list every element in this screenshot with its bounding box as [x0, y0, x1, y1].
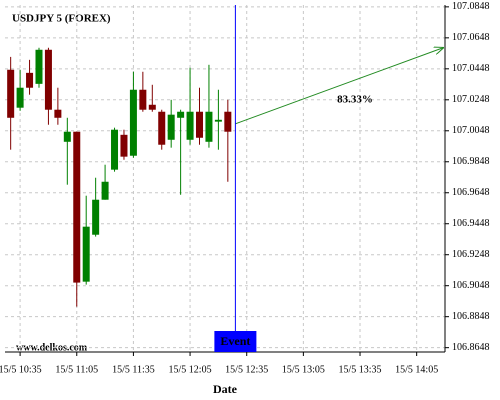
- watermark: www.delkos.com: [16, 342, 88, 353]
- x-tick-label: 15/5 11:35: [112, 364, 155, 375]
- y-tick-label: 106.9648: [452, 187, 490, 198]
- x-tick-label: 15/5 14:05: [395, 364, 438, 375]
- candle-body: [44, 49, 52, 110]
- candle-body: [120, 134, 128, 157]
- candle-body: [82, 226, 90, 282]
- y-tick-label: 106.9848: [452, 156, 490, 167]
- candle-body: [196, 111, 204, 138]
- candle-body: [224, 111, 232, 132]
- event-box: [214, 331, 257, 352]
- candle-body: [167, 114, 175, 140]
- candle-body: [186, 111, 194, 140]
- y-tick-label: 106.9448: [452, 218, 490, 229]
- y-tick-label: 107.0048: [452, 125, 490, 136]
- candle-body: [205, 111, 213, 142]
- candle-body: [148, 104, 156, 110]
- event-label: Event: [220, 334, 250, 348]
- forecast-arrow: [235, 48, 443, 125]
- y-tick-label: 106.8648: [452, 342, 490, 353]
- candle-body: [92, 199, 100, 235]
- y-tick-label: 106.8848: [452, 311, 490, 322]
- candle-body: [73, 131, 81, 283]
- x-tick-label: 15/5 12:05: [169, 364, 212, 375]
- y-tick-label: 106.9248: [452, 249, 490, 260]
- candle-body: [54, 109, 62, 118]
- candle-body: [35, 49, 43, 84]
- x-tick-label: 15/5 12:35: [225, 364, 268, 375]
- y-tick-label: 107.0448: [452, 63, 490, 74]
- candle-body: [129, 89, 137, 156]
- x-tick-label: 15/5 10:35: [0, 364, 42, 375]
- candle-body: [16, 87, 24, 108]
- candle-body: [158, 111, 166, 145]
- y-tick-label: 107.0248: [452, 94, 490, 105]
- y-tick-label: 106.9048: [452, 280, 490, 291]
- candle-body: [111, 129, 119, 170]
- candle-body: [7, 69, 15, 118]
- candle-body: [101, 181, 109, 200]
- y-tick-label: 107.0848: [452, 1, 490, 12]
- forecast-label: 83.33%: [337, 94, 373, 106]
- x-tick-label: 15/5 11:05: [55, 364, 98, 375]
- y-tick-label: 107.0648: [452, 32, 490, 43]
- chart-title: USDJPY 5 (FOREX): [12, 13, 111, 25]
- x-tick-label: 15/5 13:05: [282, 364, 325, 375]
- candle-body: [63, 131, 71, 142]
- candle-body: [26, 72, 34, 88]
- candle-body: [177, 111, 185, 118]
- candle-body: [214, 119, 222, 122]
- x-axis-label: Date: [213, 382, 238, 396]
- candle-body: [139, 89, 147, 110]
- x-tick-label: 15/5 13:35: [338, 364, 381, 375]
